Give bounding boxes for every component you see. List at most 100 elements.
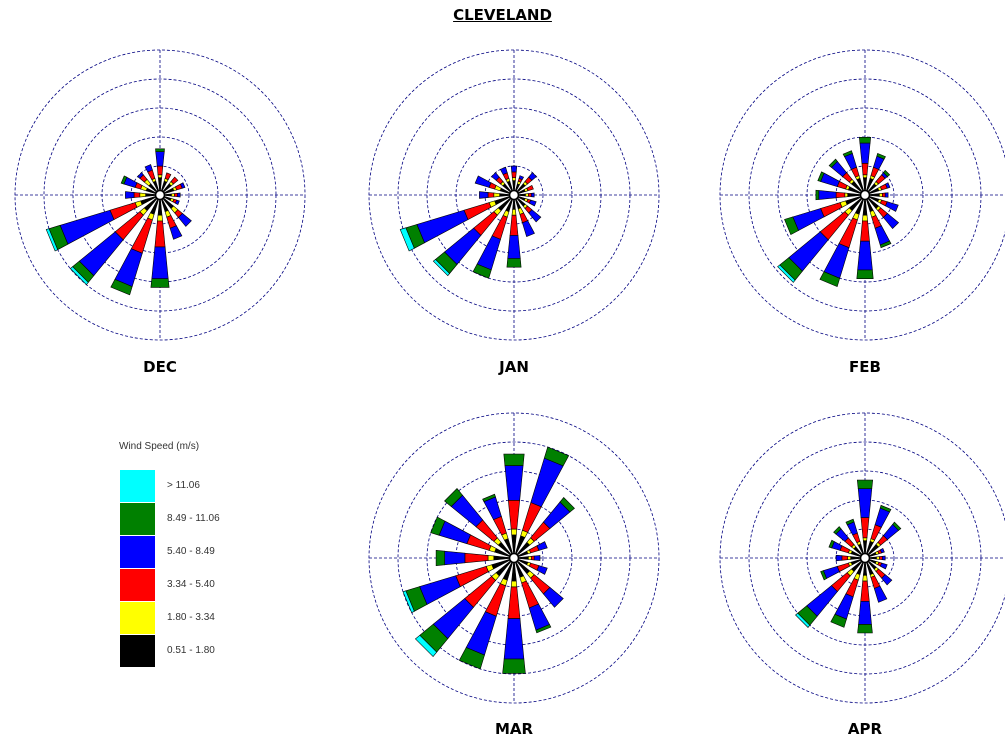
petal-apr-ese-bin4	[879, 562, 888, 570]
petal-feb-nw-bin5	[828, 158, 838, 168]
petal-feb-sw-bin6	[777, 264, 796, 283]
petal-mar-n-bin4	[504, 465, 524, 501]
petal-dec-n-bin4	[155, 151, 165, 167]
petal-jan-ese-bin4	[528, 199, 537, 207]
petal-feb-wnw-bin5	[817, 171, 825, 182]
wind-speed-legend: Wind Speed (m/s) > 11.06 8.49 - 11.06 5.…	[104, 435, 264, 705]
petal-jan-n-bin4	[510, 165, 518, 173]
petal-mar-sse-bin5	[535, 624, 552, 634]
petal-feb-e-bin4	[884, 192, 889, 198]
wind-rose-jan	[368, 49, 660, 341]
petal-dec-ssw-bin5	[110, 279, 133, 296]
petal-feb-e-bin3	[882, 192, 886, 198]
petal-dec-nne-bin3	[164, 172, 172, 181]
petal-apr-se-bin4	[881, 574, 893, 586]
legend-swatch-5	[120, 602, 155, 634]
petal-mar-nnw-bin5	[482, 493, 496, 503]
petal-feb-s-bin4	[857, 240, 873, 271]
petal-apr-w-bin4	[835, 554, 843, 562]
petal-dec-w-bin3	[133, 192, 141, 198]
petal-jan-s-bin5	[506, 258, 522, 268]
petal-apr-w-bin2	[847, 555, 851, 561]
petal-mar-e-bin4	[533, 555, 541, 561]
legend-swatch-6	[120, 635, 155, 667]
legend-label-5: 1.80 - 3.34	[167, 612, 215, 623]
petal-apr-sw-bin6	[795, 612, 811, 628]
petal-apr-nw-bin5	[833, 526, 842, 535]
petal-apr-e-bin4	[882, 555, 886, 561]
petal-apr-ssw-bin5	[830, 613, 847, 628]
legend-title: Wind Speed (m/s)	[119, 441, 200, 452]
petal-mar-wsw-bin6	[402, 590, 415, 614]
petal-dec-e-bin2	[171, 193, 175, 197]
petal-apr-ne-bin5	[892, 521, 902, 531]
petal-apr-ene-bin4	[879, 547, 885, 554]
legend-label-4: 3.34 - 5.40	[167, 579, 215, 590]
petal-feb-e-bin2	[879, 192, 883, 198]
petal-dec-ese-bin4	[174, 199, 180, 206]
petal-dec-n-bin3	[156, 165, 164, 176]
petal-mar-w-bin2	[487, 555, 495, 561]
petal-mar-ese-bin4	[536, 565, 548, 575]
petal-dec-s-bin3	[154, 220, 166, 248]
legend-item-5: 1.80 - 3.34	[120, 602, 270, 634]
petal-dec-s-bin2	[157, 214, 163, 222]
petal-mar-sw-bin6	[414, 634, 438, 658]
petal-jan-wnw-bin4	[474, 175, 492, 188]
legend-swatch-2	[120, 503, 155, 535]
petal-apr-n-bin4	[857, 488, 873, 518]
petal-feb-n-bin5	[858, 137, 872, 144]
petal-dec-wnw-bin5	[120, 175, 128, 185]
wind-rose-apr	[719, 412, 1005, 704]
petal-dec-ne-bin3	[170, 176, 179, 185]
petal-jan-n-bin3	[511, 171, 517, 178]
petal-dec-ene-bin4	[180, 182, 186, 189]
petal-jan-wsw-bin6	[399, 227, 415, 252]
petal-feb-s-bin2	[862, 214, 868, 222]
petal-apr-nne-bin3	[870, 524, 882, 541]
petal-mar-wnw-bin3	[466, 534, 492, 551]
calm-circle-mar	[508, 552, 520, 564]
petal-jan-nw-bin4	[491, 172, 500, 181]
petal-mar-n-bin2	[510, 528, 518, 536]
legend-item-1: > 11.06	[120, 470, 270, 502]
petal-apr-wsw-bin5	[820, 570, 827, 581]
petal-apr-nnw-bin5	[845, 518, 855, 526]
petal-dec-se-bin4	[177, 212, 192, 227]
petal-feb-s-bin5	[856, 269, 874, 279]
petal-feb-sse-bin5	[879, 240, 892, 249]
petal-feb-wsw-bin3	[820, 202, 843, 218]
calm-circle-jan	[508, 189, 520, 201]
petal-mar-e-bin2	[528, 555, 532, 561]
wind-rose-dec	[14, 49, 306, 341]
petal-feb-ese-bin4	[885, 201, 899, 212]
petal-dec-sw-bin6	[69, 266, 89, 286]
rose-label-apr: APR	[847, 720, 883, 738]
petal-mar-w-bin4	[444, 550, 466, 566]
petal-dec-n-bin2	[157, 174, 163, 178]
rose-label-dec: DEC	[143, 358, 177, 376]
legend-swatch-1	[120, 470, 155, 502]
petal-jan-wsw-bin4	[416, 209, 469, 244]
petal-feb-se-bin4	[882, 212, 900, 230]
petal-mar-w-bin3	[464, 552, 489, 564]
legend-item-4: 3.34 - 5.40	[120, 569, 270, 601]
petal-mar-ne-bin5	[559, 497, 575, 513]
petal-mar-wnw-bin5	[430, 516, 446, 536]
petal-feb-nnw-bin5	[842, 150, 853, 157]
petal-jan-e-bin3	[528, 192, 532, 198]
petal-mar-w-bin5	[435, 549, 445, 567]
calm-circle-apr	[859, 552, 871, 564]
petal-feb-n-bin2	[862, 174, 868, 178]
calm-circle-dec	[154, 189, 166, 201]
wind-rose-feb	[719, 49, 1005, 341]
petal-feb-nne-bin5	[876, 152, 886, 160]
petal-apr-wnw-bin5	[828, 539, 835, 549]
petal-jan-ssw-bin4	[476, 235, 501, 271]
petal-jan-se-bin4	[528, 209, 542, 223]
petal-mar-s-bin4	[503, 618, 525, 660]
petal-dec-e-bin4	[177, 192, 181, 198]
petal-dec-w-bin4	[125, 191, 135, 199]
legend-item-6: 0.51 - 1.80	[120, 635, 270, 667]
